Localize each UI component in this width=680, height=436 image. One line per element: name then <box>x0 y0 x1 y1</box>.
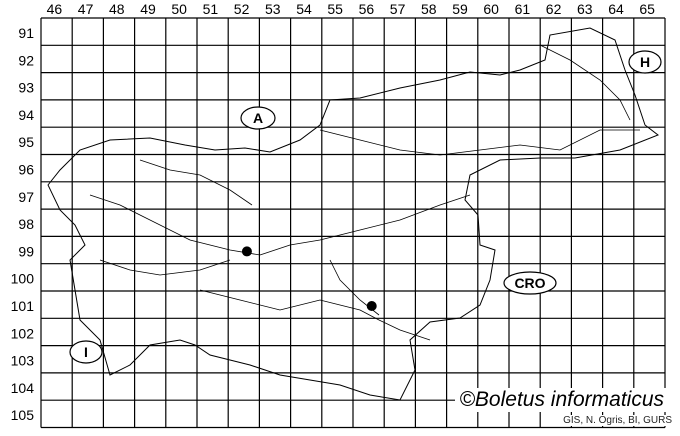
row-label: 95 <box>18 134 34 150</box>
country-label-i: I <box>69 340 103 364</box>
river <box>139 159 253 206</box>
row-label: 91 <box>18 25 34 41</box>
column-label: 63 <box>577 1 593 17</box>
river <box>319 129 640 156</box>
row-label: 103 <box>11 353 35 369</box>
row-label: 97 <box>18 189 34 205</box>
rivers <box>89 44 640 341</box>
column-label: 57 <box>390 1 406 17</box>
column-label: 58 <box>421 1 437 17</box>
record-dot <box>241 246 252 257</box>
border <box>47 27 660 401</box>
country-label-a: A <box>240 106 276 130</box>
row-label: 105 <box>11 407 35 423</box>
copyright-credit: ©Boletus informaticus <box>455 388 668 412</box>
column-label: 47 <box>78 1 94 17</box>
column-label: 61 <box>515 1 531 17</box>
country-border <box>47 27 660 401</box>
river <box>539 44 631 121</box>
grid <box>40 17 666 429</box>
country-label-h: H <box>628 50 662 74</box>
row-label: 98 <box>18 216 34 232</box>
country-labels: A H CRO I <box>69 50 662 364</box>
record-dot <box>366 301 377 312</box>
column-label: 53 <box>265 1 281 17</box>
river <box>89 194 471 256</box>
row-label: 104 <box>11 380 35 396</box>
row-label: 93 <box>18 80 34 96</box>
records <box>241 246 377 312</box>
country-label-cro: CRO <box>503 271 557 295</box>
row-label: 101 <box>11 298 35 314</box>
svg-text:I: I <box>84 344 88 360</box>
column-label: 46 <box>47 1 63 17</box>
column-label: 56 <box>359 1 375 17</box>
column-label: 65 <box>639 1 655 17</box>
svg-text:CRO: CRO <box>514 275 545 291</box>
column-label: 60 <box>483 1 499 17</box>
column-label: 62 <box>546 1 562 17</box>
svg-text:H: H <box>640 54 650 70</box>
column-label: 59 <box>452 1 468 17</box>
row-label: 102 <box>11 325 35 341</box>
column-label: 64 <box>608 1 624 17</box>
row-label: 96 <box>18 162 34 178</box>
column-label: 49 <box>140 1 156 17</box>
row-labels: 91 92 93 94 95 96 97 98 99 100 101 102 103 104 105 <box>11 25 35 423</box>
river <box>199 289 431 341</box>
column-label: 50 <box>171 1 187 17</box>
row-label: 99 <box>18 243 34 259</box>
river <box>99 259 231 276</box>
column-label: 55 <box>327 1 343 17</box>
row-label: 94 <box>18 107 34 123</box>
row-label: 92 <box>18 52 34 68</box>
column-labels: 46 47 48 49 50 51 52 53 54 55 56 57 58 59 60 61 62 63 64 65 <box>47 1 656 17</box>
column-label: 52 <box>234 1 250 17</box>
data-source: GIS, N. Ogris, BI, GURS <box>561 415 674 426</box>
column-label: 48 <box>109 1 125 17</box>
column-label: 54 <box>296 1 312 17</box>
column-label: 51 <box>203 1 219 17</box>
row-label: 100 <box>11 271 35 287</box>
svg-text:A: A <box>253 110 263 126</box>
